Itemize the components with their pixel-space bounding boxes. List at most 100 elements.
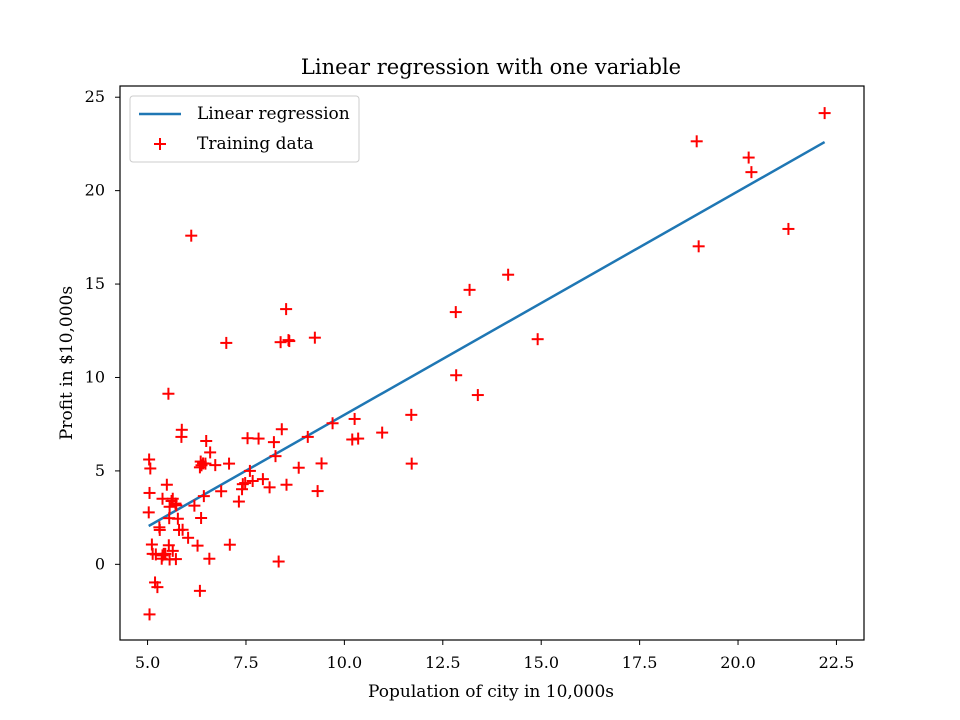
data-point xyxy=(193,584,206,597)
x-tick-label: 10.0 xyxy=(327,653,363,672)
legend-plus-swatch xyxy=(154,138,166,150)
y-axis-ticks: 0 5 10 15 20 25 xyxy=(85,87,120,573)
data-point xyxy=(274,336,287,349)
x-tick-label: 17.5 xyxy=(622,653,658,672)
legend: Linear regression Training data xyxy=(129,95,360,163)
y-axis-label: Profit in $10,000s xyxy=(57,286,77,440)
data-point xyxy=(280,303,293,316)
data-point xyxy=(143,453,156,466)
legend-box xyxy=(129,95,360,163)
axes-frame xyxy=(119,85,865,641)
regression-line xyxy=(148,141,826,528)
x-tick-label: 15.0 xyxy=(523,653,559,672)
data-point xyxy=(143,608,156,621)
data-point xyxy=(348,412,361,425)
plot-area xyxy=(142,107,831,621)
data-point xyxy=(241,432,254,445)
data-point xyxy=(376,426,389,439)
data-point xyxy=(185,229,198,242)
data-point xyxy=(239,477,252,490)
data-point xyxy=(405,457,418,470)
data-point xyxy=(405,408,418,421)
data-point xyxy=(315,457,328,470)
data-point xyxy=(182,531,195,544)
data-point xyxy=(745,166,758,179)
legend-label-training-data: Training data xyxy=(197,134,314,154)
data-point xyxy=(301,430,314,443)
data-point xyxy=(220,336,233,349)
y-tick-label: 25 xyxy=(85,87,105,106)
data-point xyxy=(155,552,168,565)
x-axis-ticks: 5.0 7.5 10.0 12.5 15.0 17.5 20.0 22.5 xyxy=(135,640,854,672)
data-point xyxy=(275,423,288,436)
data-point xyxy=(272,555,285,568)
chart-title: Linear regression with one variable xyxy=(301,55,681,79)
data-point xyxy=(818,107,831,120)
data-point xyxy=(280,478,293,491)
data-point xyxy=(311,485,324,498)
y-tick-label: 10 xyxy=(85,367,105,386)
data-point xyxy=(191,539,204,552)
x-axis-label: Population of city in 10,000s xyxy=(368,682,614,702)
data-point xyxy=(531,333,544,346)
data-point xyxy=(144,462,157,475)
x-tick-label: 5.0 xyxy=(135,653,160,672)
x-tick-label: 20.0 xyxy=(720,653,756,672)
data-point xyxy=(149,576,162,589)
data-point xyxy=(236,483,249,496)
data-point xyxy=(162,387,175,400)
data-point xyxy=(283,335,296,348)
data-point xyxy=(252,432,265,445)
data-point xyxy=(267,436,280,449)
data-point xyxy=(243,464,256,477)
data-point xyxy=(308,331,321,344)
data-point xyxy=(256,473,269,486)
data-point xyxy=(471,389,484,402)
data-point xyxy=(223,457,236,470)
regression-line-layer xyxy=(148,141,826,528)
data-point xyxy=(204,446,217,459)
data-point xyxy=(326,417,339,430)
data-point xyxy=(782,222,795,235)
data-point xyxy=(209,459,222,472)
data-point xyxy=(188,499,201,512)
data-point xyxy=(200,435,213,448)
data-point xyxy=(160,478,173,491)
y-tick-label: 20 xyxy=(85,181,105,200)
data-point xyxy=(199,457,212,470)
y-tick-label: 15 xyxy=(85,274,105,293)
data-point xyxy=(246,474,259,487)
data-point xyxy=(163,512,176,525)
data-point xyxy=(195,511,208,524)
legend-label-linear-regression: Linear regression xyxy=(197,104,350,124)
data-point xyxy=(162,539,175,552)
data-point xyxy=(173,523,186,536)
data-point xyxy=(163,500,176,513)
data-point xyxy=(346,433,359,446)
data-point xyxy=(165,494,178,507)
data-point xyxy=(223,538,236,551)
training-data-layer xyxy=(142,107,831,621)
data-point xyxy=(269,450,282,463)
data-point xyxy=(145,538,158,551)
data-point xyxy=(292,461,305,474)
data-point xyxy=(153,521,166,534)
y-tick-label: 5 xyxy=(95,461,105,480)
y-tick-label: 0 xyxy=(95,554,105,573)
x-tick-label: 12.5 xyxy=(425,653,461,672)
data-point xyxy=(742,151,755,164)
data-point xyxy=(197,490,210,503)
data-point xyxy=(450,369,463,382)
data-point xyxy=(166,492,179,505)
data-point xyxy=(175,423,188,436)
data-point xyxy=(690,135,703,148)
data-point xyxy=(692,240,705,253)
data-point xyxy=(203,552,216,565)
data-point xyxy=(263,481,276,494)
data-point xyxy=(215,485,228,498)
data-point xyxy=(142,506,155,519)
data-point xyxy=(156,492,169,505)
data-point xyxy=(232,495,245,508)
x-tick-label: 22.5 xyxy=(819,653,855,672)
